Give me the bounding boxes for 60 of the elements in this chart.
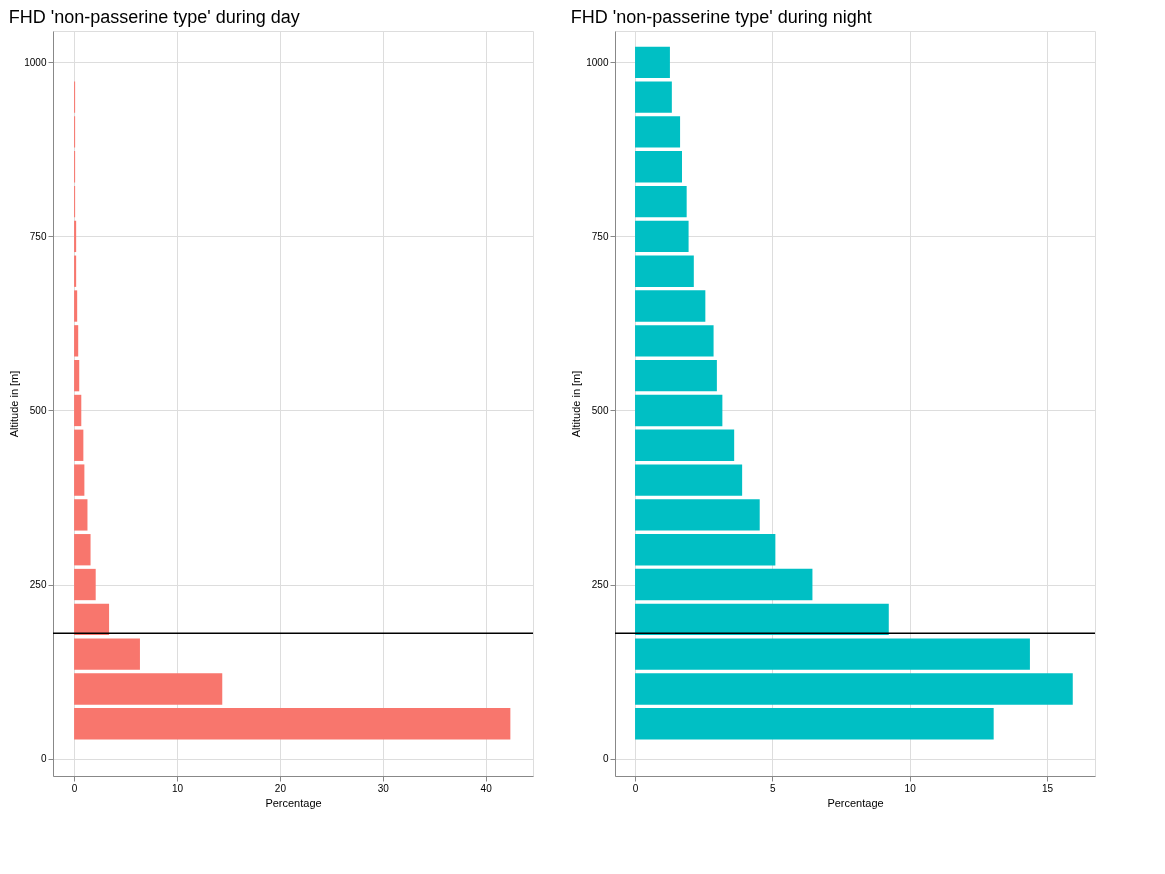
bar	[635, 464, 743, 496]
bar	[635, 46, 670, 78]
bar	[635, 499, 760, 531]
bar	[635, 325, 714, 357]
y-tick-label: 0	[602, 753, 609, 765]
bar	[635, 81, 672, 113]
y-tick-label: 250	[29, 579, 47, 591]
y-tick-label: 500	[29, 404, 47, 416]
bar	[635, 116, 681, 148]
bar	[635, 568, 813, 601]
x-tick-label: 40	[480, 782, 493, 794]
x-tick-label: 30	[377, 782, 390, 794]
x-tick-label: 0	[632, 782, 639, 794]
y-tick-label: 750	[591, 230, 609, 242]
y-axis-title: Altitude in [m]	[570, 370, 583, 438]
y-tick-label: 0	[40, 753, 47, 765]
bar	[74, 290, 78, 322]
x-tick-label: 0	[71, 782, 78, 794]
bar	[74, 638, 140, 670]
bar	[74, 325, 79, 357]
bar	[635, 394, 723, 427]
bar	[635, 429, 735, 461]
bar	[635, 359, 717, 392]
x-tick-label: 20	[274, 782, 287, 794]
bar	[74, 464, 85, 496]
bar	[635, 603, 889, 636]
y-tick-label: 750	[29, 230, 47, 242]
x-axis-title: Percentage	[827, 796, 884, 809]
bar	[74, 359, 80, 392]
bar	[74, 255, 77, 287]
bar	[635, 151, 682, 183]
bar	[74, 429, 84, 461]
bar	[74, 394, 82, 427]
y-tick-label: 1000	[24, 56, 47, 68]
x-tick-label: 15	[1041, 782, 1054, 794]
chart-title: FHD 'non-passerine type' during day	[8, 7, 300, 27]
bar	[74, 708, 511, 740]
bar	[635, 185, 687, 218]
bar	[635, 673, 1073, 705]
bar	[74, 220, 77, 253]
bar	[635, 534, 776, 566]
bar	[635, 220, 689, 253]
bar	[635, 255, 694, 287]
bar	[74, 499, 88, 531]
x-tick-label: 10	[171, 782, 184, 794]
bar	[74, 603, 110, 636]
y-tick-label: 500	[591, 404, 609, 416]
chart-title: FHD 'non-passerine type' during night	[570, 7, 872, 27]
bar	[74, 568, 96, 601]
bar	[635, 708, 994, 740]
bar	[635, 290, 706, 322]
x-axis-title: Percentage	[265, 796, 322, 809]
bar	[74, 534, 91, 566]
x-tick-label: 5	[770, 782, 777, 794]
y-tick-label: 1000	[586, 56, 609, 68]
bar	[635, 638, 1030, 670]
y-tick-label: 250	[591, 579, 609, 591]
y-axis-title: Altitude in [m]	[8, 370, 21, 438]
bar	[74, 673, 223, 705]
x-tick-label: 10	[904, 782, 917, 794]
